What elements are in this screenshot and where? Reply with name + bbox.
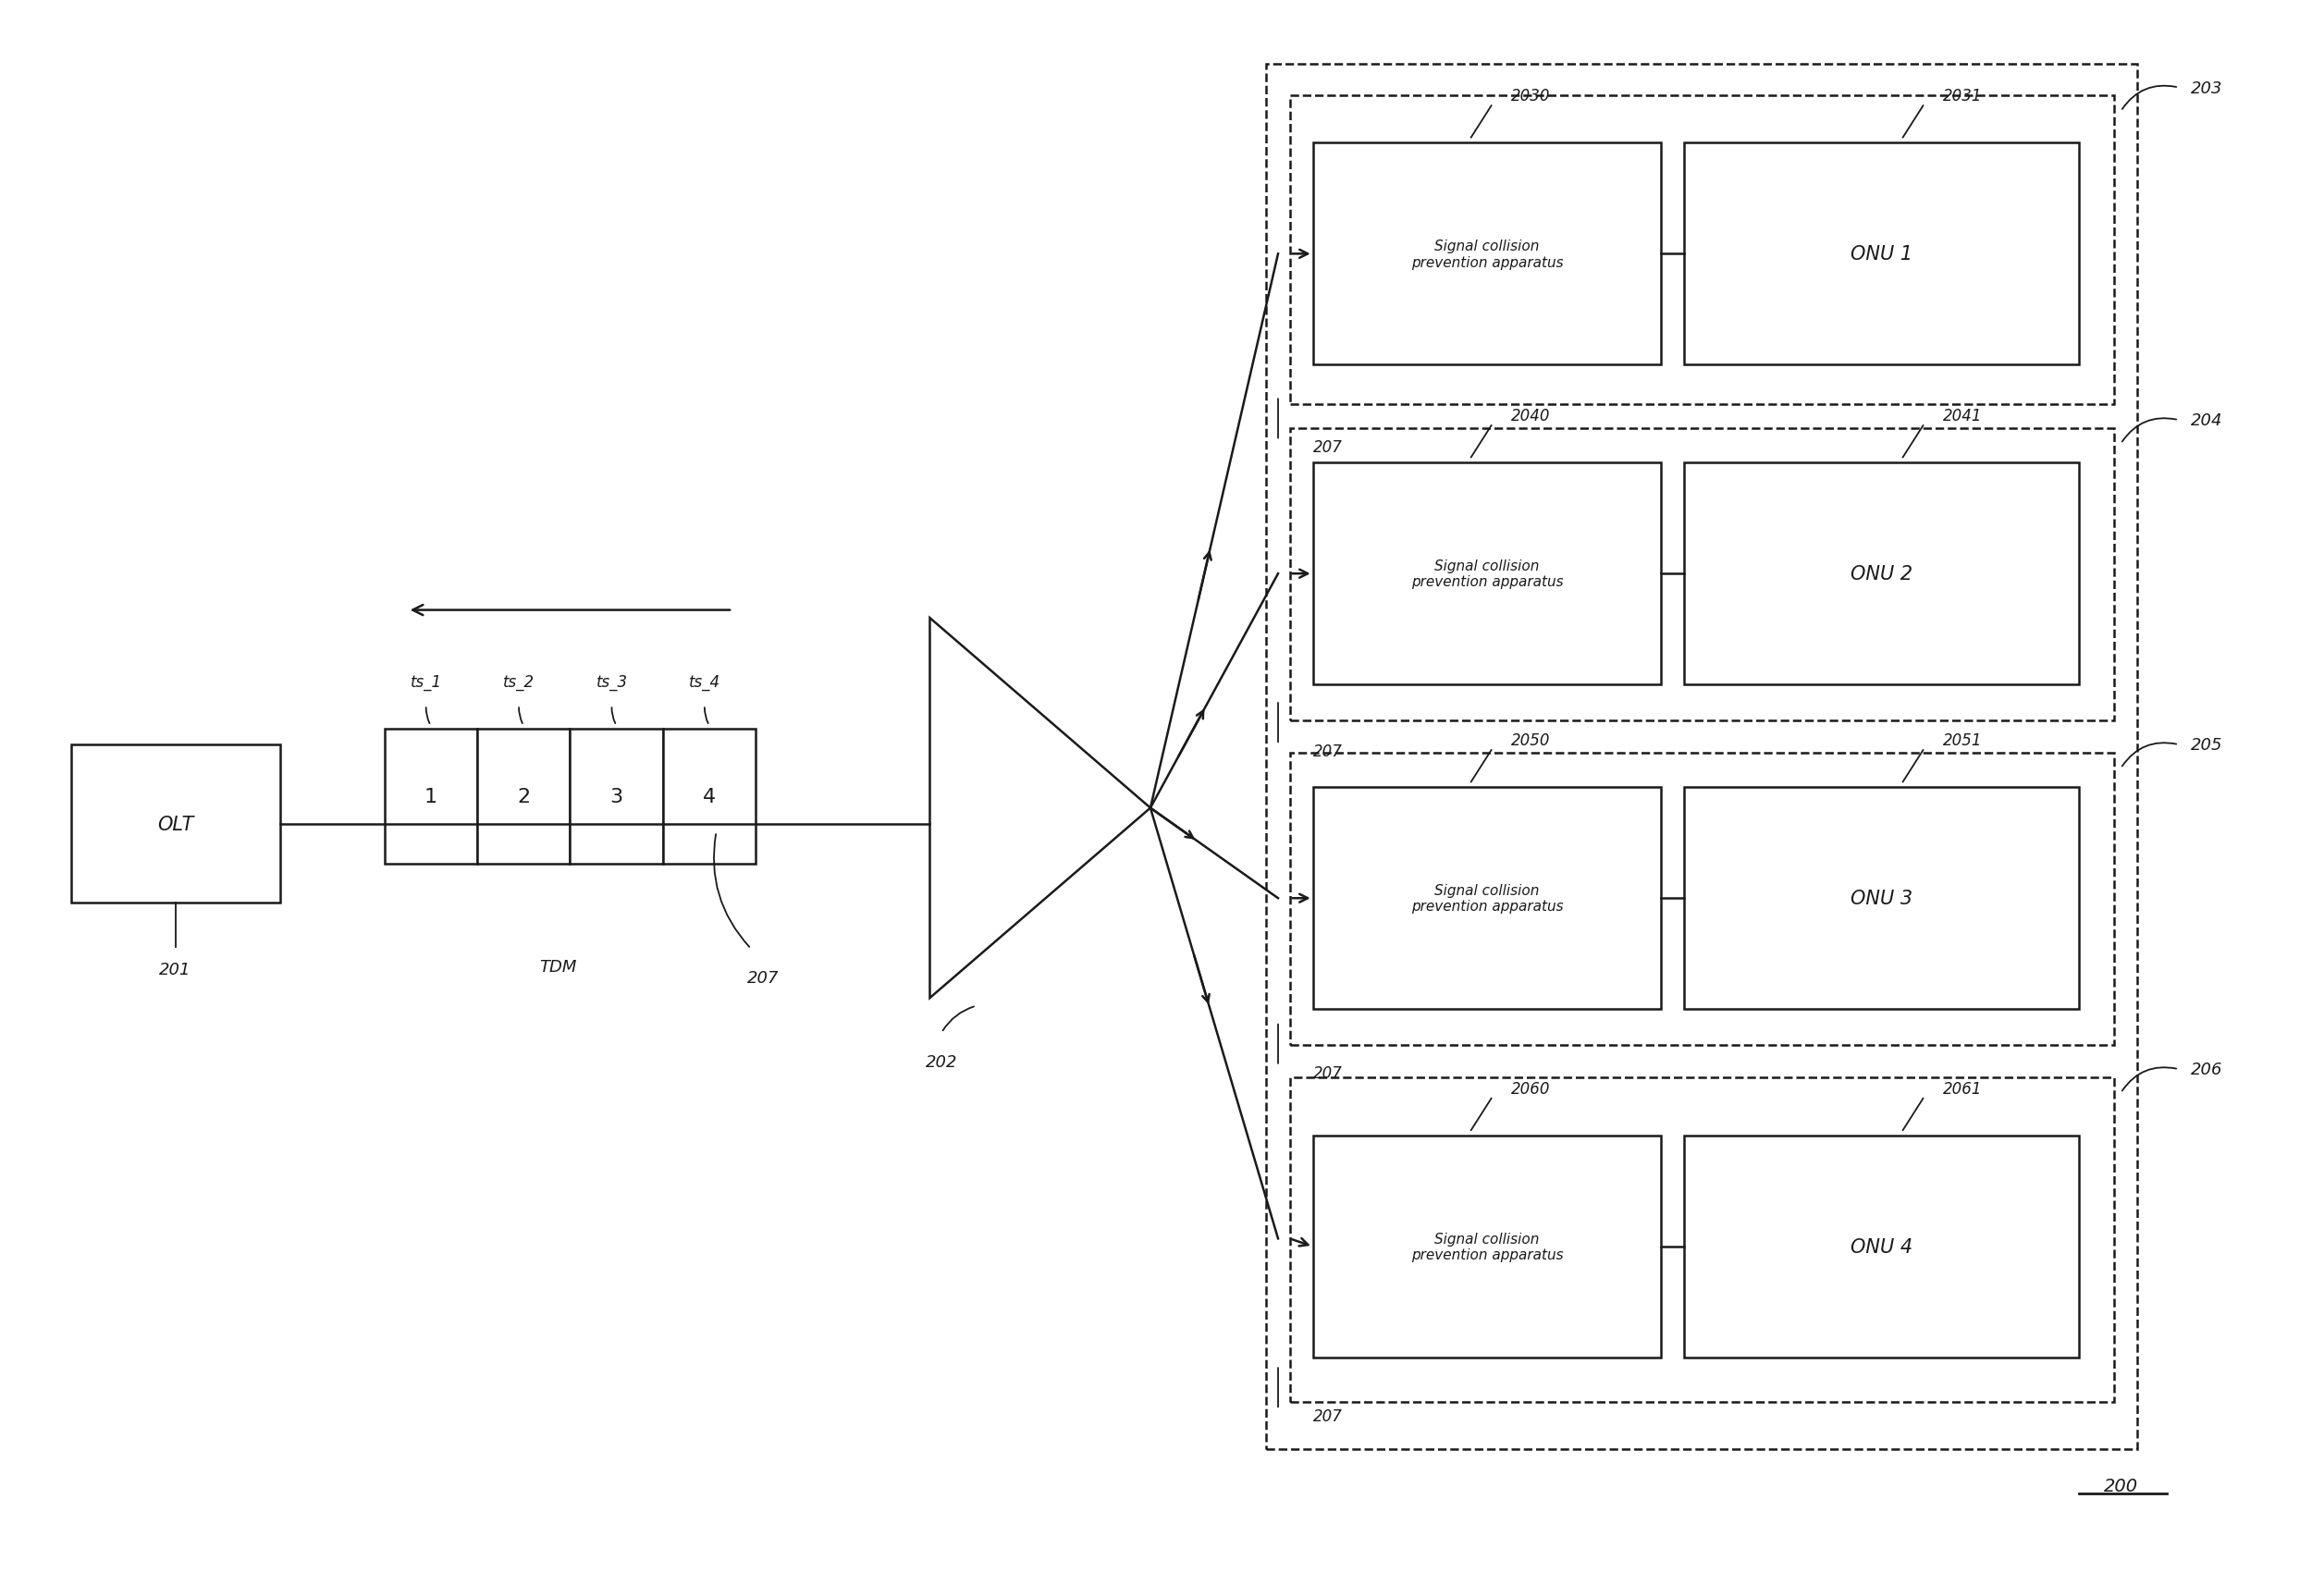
FancyBboxPatch shape: [476, 729, 569, 864]
Text: 205: 205: [2192, 737, 2222, 753]
Text: ONU 2: ONU 2: [1850, 564, 1913, 583]
Text: Signal collision
prevention apparatus: Signal collision prevention apparatus: [1411, 239, 1564, 269]
FancyBboxPatch shape: [1313, 144, 1662, 365]
Text: ONU 3: ONU 3: [1850, 889, 1913, 908]
Text: 3: 3: [609, 788, 623, 805]
Text: ts_3: ts_3: [595, 674, 627, 689]
FancyBboxPatch shape: [1685, 1136, 2080, 1357]
Text: Signal collision
prevention apparatus: Signal collision prevention apparatus: [1411, 883, 1564, 913]
FancyBboxPatch shape: [569, 729, 662, 864]
Text: Signal collision
prevention apparatus: Signal collision prevention apparatus: [1411, 1232, 1564, 1262]
Text: 204: 204: [2192, 412, 2222, 430]
FancyBboxPatch shape: [383, 729, 476, 864]
Text: Signal collision
prevention apparatus: Signal collision prevention apparatus: [1411, 560, 1564, 590]
FancyBboxPatch shape: [662, 729, 755, 864]
Text: TDM: TDM: [539, 959, 576, 975]
Text: 207: 207: [1313, 1064, 1343, 1081]
Text: 2031: 2031: [1943, 87, 1982, 105]
Text: 207: 207: [1313, 1407, 1343, 1425]
Text: 2: 2: [516, 788, 530, 805]
Polygon shape: [930, 618, 1150, 999]
Text: 1: 1: [425, 788, 437, 805]
FancyBboxPatch shape: [1313, 1136, 1662, 1357]
Text: 206: 206: [2192, 1060, 2222, 1078]
Text: 2060: 2060: [1511, 1079, 1550, 1097]
Text: ts_4: ts_4: [688, 674, 720, 689]
Text: Optical coupler
device: Optical coupler device: [971, 794, 1088, 829]
Text: 201: 201: [160, 962, 191, 978]
FancyBboxPatch shape: [1685, 788, 2080, 1010]
Text: 2061: 2061: [1943, 1079, 1982, 1097]
Text: 2040: 2040: [1511, 407, 1550, 425]
Text: 2051: 2051: [1943, 732, 1982, 748]
FancyBboxPatch shape: [1685, 144, 2080, 365]
Text: ts_1: ts_1: [411, 674, 442, 689]
Text: 200: 200: [2103, 1477, 2138, 1495]
FancyBboxPatch shape: [1313, 788, 1662, 1010]
FancyBboxPatch shape: [72, 745, 279, 903]
Text: ts_2: ts_2: [504, 674, 535, 689]
Text: 2050: 2050: [1511, 732, 1550, 748]
Text: 202: 202: [925, 1052, 957, 1070]
Text: 207: 207: [1313, 743, 1343, 759]
Text: 2041: 2041: [1943, 407, 1982, 425]
Text: ONU 1: ONU 1: [1850, 246, 1913, 263]
Text: 203: 203: [2192, 79, 2222, 97]
FancyBboxPatch shape: [1685, 463, 2080, 685]
Text: 207: 207: [746, 970, 779, 986]
FancyBboxPatch shape: [1313, 463, 1662, 685]
Text: 207: 207: [1313, 439, 1343, 456]
Text: ONU 4: ONU 4: [1850, 1238, 1913, 1255]
Text: OLT: OLT: [158, 815, 193, 834]
Text: 4: 4: [702, 788, 716, 805]
Text: 2030: 2030: [1511, 87, 1550, 105]
